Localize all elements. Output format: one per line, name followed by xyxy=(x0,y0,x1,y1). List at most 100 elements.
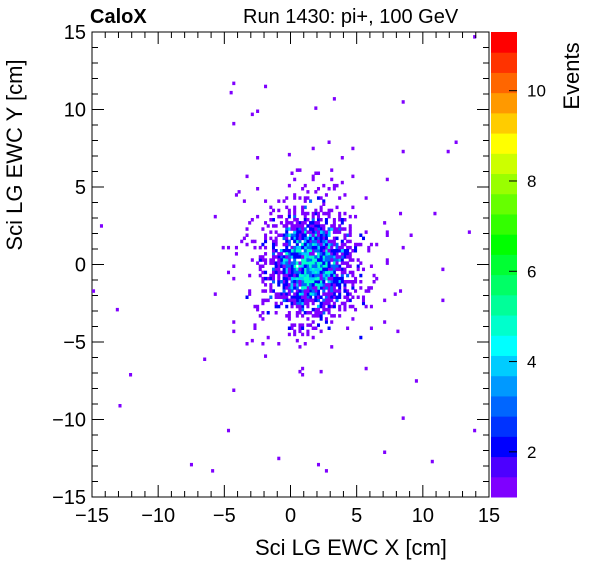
heatmap-cell xyxy=(338,264,342,268)
heatmap-cell xyxy=(277,258,281,262)
heatmap-cell xyxy=(324,301,328,306)
heatmap-cell xyxy=(330,168,334,172)
heatmap-cell xyxy=(269,289,273,293)
heatmap-cell xyxy=(338,314,342,318)
heatmap-cell xyxy=(319,295,323,299)
palette-band xyxy=(491,416,517,437)
heatmap-cell xyxy=(372,280,376,284)
heatmap-cell xyxy=(361,267,366,272)
heatmap-cell xyxy=(346,280,350,284)
heatmap-cell xyxy=(287,286,291,290)
heatmap-cell xyxy=(277,342,281,346)
heatmap-cell xyxy=(343,249,347,253)
heatmap-cell xyxy=(338,304,342,309)
heatmap-cell xyxy=(332,273,336,278)
heatmap-cell xyxy=(393,292,397,296)
heatmap-cell xyxy=(433,211,437,216)
heatmap-cell xyxy=(279,264,283,268)
heatmap-cell xyxy=(295,245,299,250)
heatmap-cell xyxy=(332,252,336,256)
palette-band xyxy=(491,32,517,53)
heatmap-cell xyxy=(92,289,96,293)
heatmap-cell xyxy=(335,227,339,231)
heatmap-cell xyxy=(330,224,334,228)
heatmap-cell xyxy=(340,255,344,259)
palette-band xyxy=(491,153,517,175)
heatmap-cell xyxy=(306,270,310,275)
heatmap-cell xyxy=(271,267,276,272)
heatmap-cell xyxy=(330,242,334,247)
heatmap-cell xyxy=(301,298,305,303)
heatmap-cell xyxy=(271,261,276,265)
heatmap-cell xyxy=(343,283,347,287)
heatmap-cell xyxy=(314,227,318,231)
heatmap-cell xyxy=(258,314,262,318)
heatmap-cell xyxy=(314,295,318,299)
heatmap-cell xyxy=(309,289,313,293)
heatmap-cell xyxy=(293,230,297,234)
heatmap-cell xyxy=(367,249,371,253)
heatmap-cell xyxy=(306,329,310,334)
heatmap-cell xyxy=(335,273,339,278)
heatmap-cell xyxy=(274,267,278,272)
heatmap-cell xyxy=(375,276,379,281)
heatmap-cell xyxy=(359,280,363,284)
heatmap-cell xyxy=(335,267,339,272)
heatmap-cell xyxy=(324,230,328,234)
heatmap-cell xyxy=(324,242,328,247)
heatmap-cell xyxy=(348,255,352,259)
heatmap-cell xyxy=(316,264,321,268)
heatmap-cell xyxy=(298,292,302,296)
heatmap-cell xyxy=(311,320,315,324)
heatmap-cell xyxy=(351,273,355,278)
heatmap-cell xyxy=(306,317,310,321)
heatmap-cell xyxy=(322,276,326,281)
heatmap-cell xyxy=(316,214,321,219)
heatmap-cell xyxy=(293,286,297,290)
heatmap-cell xyxy=(261,255,265,259)
heatmap-cell xyxy=(293,267,297,272)
heatmap-cell xyxy=(293,236,297,241)
y-tick-label: −5 xyxy=(63,332,86,354)
heatmap-cell xyxy=(287,183,291,188)
heatmap-cell xyxy=(338,255,342,259)
heatmap-cell xyxy=(338,218,342,222)
heatmap-cell xyxy=(274,255,278,259)
heatmap-cell xyxy=(271,252,276,256)
heatmap-cell xyxy=(279,292,283,296)
heatmap-cell xyxy=(332,230,336,234)
heatmap-cell xyxy=(266,298,270,303)
heatmap-cell xyxy=(330,314,334,318)
heatmap-cell xyxy=(309,242,313,247)
heatmap-cell xyxy=(303,342,307,346)
heatmap-cell xyxy=(279,249,283,253)
heatmap-cell xyxy=(327,227,331,231)
heatmap-cell xyxy=(306,332,310,337)
heatmap-cell xyxy=(348,298,352,303)
heatmap-cell xyxy=(309,276,313,281)
heatmap-cell xyxy=(354,245,358,250)
heatmap-cell xyxy=(316,462,321,467)
heatmap-cell xyxy=(311,267,315,272)
heatmap-cell xyxy=(372,273,376,278)
heatmap-cell xyxy=(319,286,323,290)
heatmap-cell xyxy=(324,317,328,321)
heatmap-cell xyxy=(274,242,278,247)
heatmap-cell xyxy=(473,428,477,433)
heatmap-cell xyxy=(271,239,276,244)
heatmap-cell xyxy=(314,261,318,265)
heatmap-cell xyxy=(287,208,291,213)
heatmap-cell xyxy=(303,280,307,284)
heatmap-cell xyxy=(295,286,299,290)
heatmap-cell xyxy=(295,230,299,234)
heatmap-cell xyxy=(303,276,307,281)
heatmap-cell xyxy=(332,221,336,225)
heatmap-cell xyxy=(232,329,236,334)
heatmap-cell xyxy=(322,301,326,306)
heatmap-cell xyxy=(253,245,257,250)
heatmap-cell xyxy=(256,307,260,312)
heatmap-cell xyxy=(324,249,328,253)
heatmap-cell xyxy=(332,267,336,272)
x-axis-label: Sci LG EWC X [cm] xyxy=(255,535,447,560)
heatmap-cell xyxy=(303,227,307,231)
